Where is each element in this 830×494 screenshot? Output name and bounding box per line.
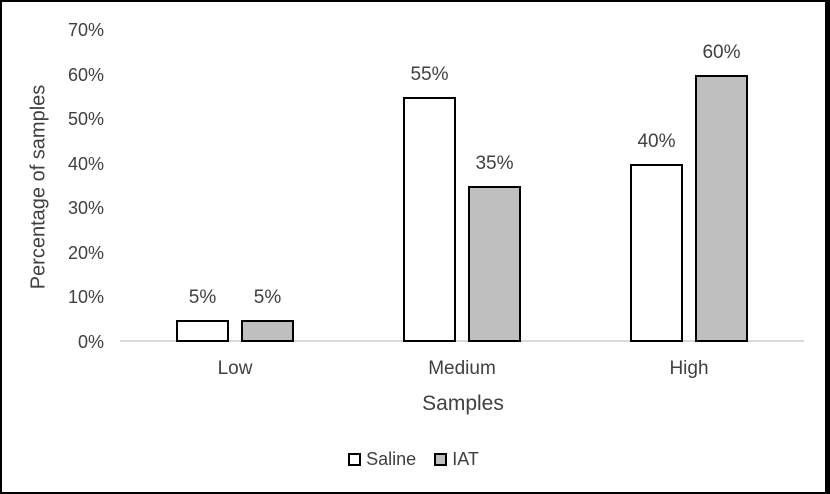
data-label-saline-low: 5% <box>188 286 217 308</box>
category-label-medium: Medium <box>428 358 496 379</box>
legend-swatch-saline-icon <box>348 453 362 466</box>
category-label-low: Low <box>217 358 253 379</box>
y-tick-label-50: 50% <box>67 109 104 130</box>
category-label-high: High <box>669 358 709 379</box>
bar-iat-low <box>241 319 294 342</box>
x-axis-title: Samples <box>422 392 504 415</box>
data-label-saline-high: 40% <box>637 130 676 152</box>
x-axis-line <box>120 340 804 342</box>
y-tick-label-40: 40% <box>67 153 104 174</box>
legend: Saline IAT <box>2 449 825 470</box>
bar-iat-high <box>695 74 748 342</box>
legend-label-iat: IAT <box>452 449 479 469</box>
y-tick-label-60: 60% <box>67 64 104 85</box>
y-tick-label-30: 30% <box>67 198 104 219</box>
legend-label-saline: Saline <box>366 449 417 469</box>
legend-item-saline: Saline <box>348 449 416 470</box>
y-tick-label-70: 70% <box>67 20 104 40</box>
bar-saline-medium <box>403 96 456 342</box>
data-label-iat-low: 5% <box>253 286 282 308</box>
bar-saline-high <box>630 163 683 342</box>
y-tick-label-0: 0% <box>77 332 104 352</box>
bar-saline-low <box>176 319 229 342</box>
data-label-iat-high: 60% <box>702 41 741 63</box>
y-tick-label-20: 20% <box>67 242 104 263</box>
data-label-saline-medium: 55% <box>410 63 449 85</box>
data-label-iat-medium: 35% <box>475 153 514 174</box>
legend-item-iat: IAT <box>434 449 479 470</box>
legend-swatch-iat-icon <box>434 453 448 466</box>
y-tick-label-10: 10% <box>67 287 104 308</box>
bar-iat-medium <box>468 186 521 342</box>
